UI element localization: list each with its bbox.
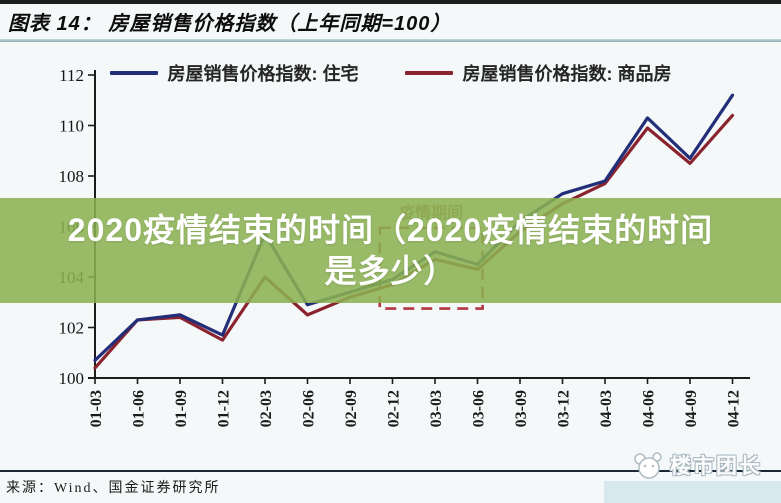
svg-text:04-06: 04-06 [641, 390, 658, 427]
svg-text:110: 110 [59, 117, 84, 136]
legend-label-commodity: 房屋销售价格指数: 商品房 [462, 64, 672, 84]
svg-text:112: 112 [59, 66, 84, 85]
chart-legend: 房屋销售价格指数: 住宅 房屋销售价格指数: 商品房 [0, 60, 781, 86]
svg-text:04-03: 04-03 [598, 390, 615, 427]
watermark-text: 楼市团长 [670, 455, 762, 478]
svg-text:02-03: 02-03 [258, 390, 275, 427]
commodity-line-swatch [404, 71, 453, 75]
legend-item-residential: 房屋销售价格指数: 住宅 [109, 60, 359, 86]
caption-overlay-line1: 2020疫情结束的时间（2020疫情结束的时间 [67, 211, 714, 248]
source-note: 来源：Wind、国金证券研究所 [6, 481, 221, 496]
bottom-border-rule [0, 470, 781, 472]
mascot-logo-icon [634, 452, 662, 479]
legend-label-residential: 房屋销售价格指数: 住宅 [167, 64, 359, 84]
svg-text:04-12: 04-12 [726, 390, 743, 427]
top-border-rule [0, 0, 781, 4]
svg-text:01-09: 01-09 [173, 390, 190, 427]
caption-overlay-line2: 是多少） [324, 252, 457, 289]
watermark: 楼市团长 [630, 449, 762, 481]
svg-text:03-06: 03-06 [471, 390, 488, 427]
svg-text:01-03: 01-03 [88, 390, 105, 427]
svg-text:02-12: 02-12 [386, 390, 403, 427]
watermark-background-strip [604, 481, 781, 503]
legend-item-commodity: 房屋销售价格指数: 商品房 [404, 60, 672, 86]
svg-text:03-03: 03-03 [428, 390, 445, 427]
svg-text:02-06: 02-06 [301, 390, 318, 427]
svg-text:03-09: 03-09 [513, 390, 530, 427]
svg-text:02-09: 02-09 [343, 390, 360, 427]
svg-text:03-12: 03-12 [556, 390, 573, 427]
svg-text:102: 102 [59, 319, 85, 338]
svg-text:01-06: 01-06 [131, 390, 148, 427]
svg-text:01-12: 01-12 [216, 390, 233, 427]
title-divider-rule [0, 39, 781, 42]
residential-line-swatch [109, 71, 158, 75]
svg-text:108: 108 [59, 167, 85, 186]
svg-text:100: 100 [59, 369, 85, 388]
caption-overlay-band: 2020疫情结束的时间（2020疫情结束的时间 是多少） [0, 198, 781, 303]
svg-text:04-09: 04-09 [683, 390, 700, 427]
figure-title: 图表 14： 房屋销售价格指数（上年同期=100） [8, 13, 452, 35]
